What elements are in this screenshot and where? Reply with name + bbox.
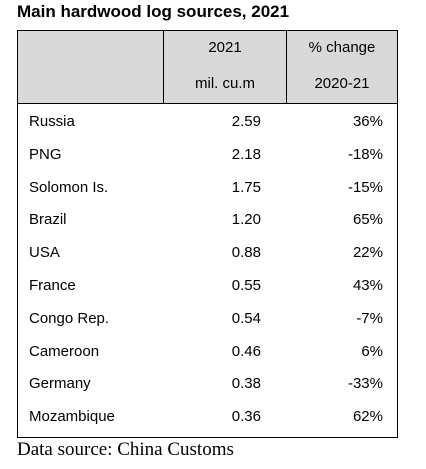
table-header [18, 31, 397, 104]
volume-cell: 0.54 [231, 309, 261, 327]
change-cell: -18% [347, 145, 383, 163]
table-row: France 0.55 43% [18, 270, 397, 303]
table-row: Germany 0.38 -33% [18, 368, 397, 401]
header-bottom-border [18, 103, 397, 104]
country-cell: Congo Rep. [29, 309, 110, 327]
table-row: PNG 2.18 -18% [18, 139, 397, 172]
country-cell: USA [29, 244, 60, 262]
header-divider-2 [286, 31, 287, 104]
table-row: USA 0.88 22% [18, 237, 397, 270]
volume-cell: 1.20 [231, 211, 261, 229]
change-cell: 62% [352, 408, 383, 426]
change-cell: -7% [356, 309, 383, 327]
volume-cell: 0.88 [231, 244, 261, 262]
volume-cell: 2.18 [231, 145, 261, 163]
change-cell: 65% [352, 211, 383, 229]
header-divider-1 [163, 31, 164, 104]
country-cell: France [29, 277, 76, 294]
header-change-label: % change [308, 39, 376, 56]
data-table: 2021 mil. cu.m % change 2020-21 Russia 2.… [17, 30, 398, 438]
table-row: Russia 2.59 36% [18, 106, 397, 139]
table-row: Cameroon 0.46 6% [18, 336, 397, 369]
volume-cell: 0.46 [231, 342, 261, 360]
change-cell: 22% [352, 244, 383, 262]
volume-cell: 0.38 [231, 375, 261, 393]
volume-cell: 2.59 [231, 113, 261, 130]
data-source-note: Data source: China Customs [17, 439, 234, 460]
volume-cell: 1.75 [231, 178, 261, 196]
change-cell: -15% [347, 178, 383, 196]
header-change-period: 2020-21 [314, 75, 370, 92]
country-cell: Cameroon [29, 342, 100, 360]
country-cell: PNG [29, 145, 62, 163]
table-row: Mozambique 0.36 62% [18, 401, 397, 434]
change-cell: 6% [361, 342, 383, 360]
chart-title: Main hardwood log sources, 2021 [17, 2, 290, 21]
country-cell: Germany [29, 375, 91, 393]
header-volume-year: 2021 [208, 39, 242, 56]
change-cell: 36% [352, 113, 383, 130]
header-volume-unit: mil. cu.m [195, 75, 255, 92]
country-cell: Brazil [29, 211, 67, 229]
country-cell: Mozambique [29, 408, 115, 426]
volume-cell: 0.36 [231, 408, 261, 426]
volume-cell: 0.55 [231, 277, 261, 294]
table-row: Congo Rep. 0.54 -7% [18, 303, 397, 336]
country-cell: Russia [29, 113, 75, 130]
change-cell: -33% [347, 375, 383, 393]
table-row: Solomon Is. 1.75 -15% [18, 172, 397, 205]
change-cell: 43% [352, 277, 383, 294]
table-row: Brazil 1.20 65% [18, 204, 397, 237]
country-cell: Solomon Is. [29, 178, 109, 196]
